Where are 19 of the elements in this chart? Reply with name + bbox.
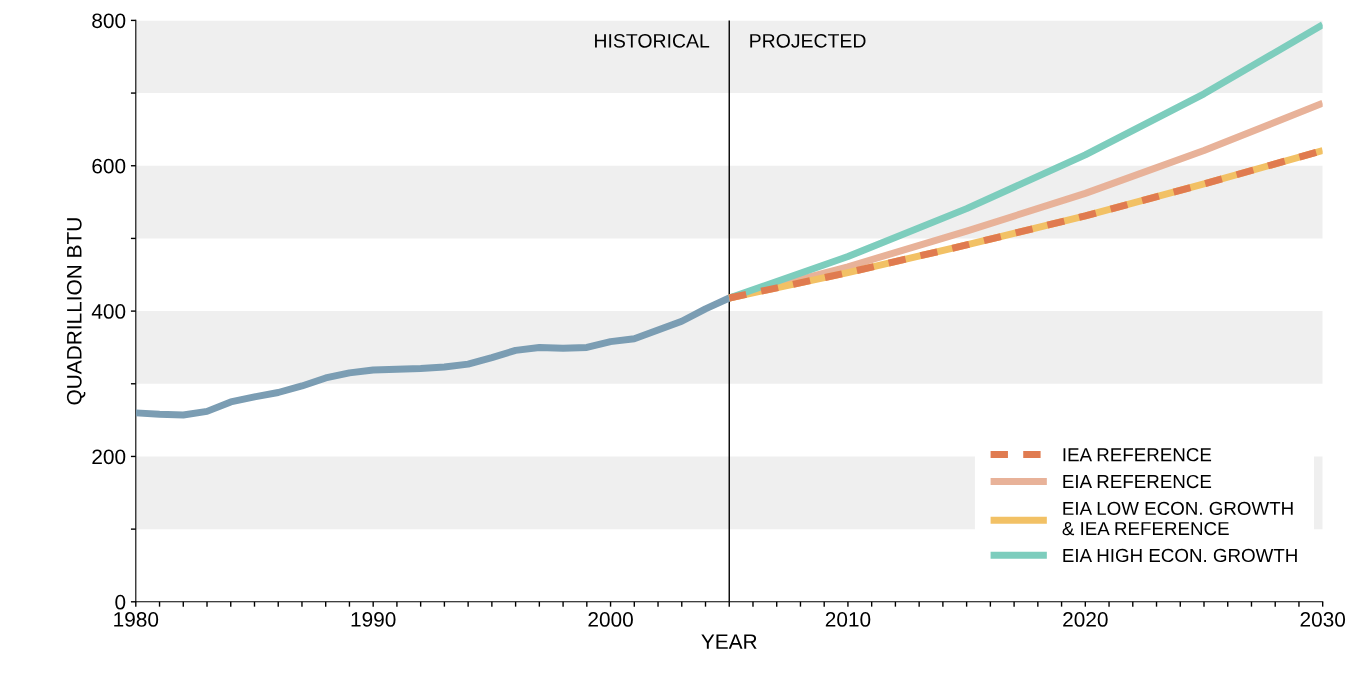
y-tick-label: 0 [115,594,126,610]
legend-label: EIA HIGH ECON. GROWTH [1063,548,1297,563]
legend-label: IEA REFERENCE [1063,448,1212,462]
x-axis-title: YEAR [701,634,757,649]
x-tick-label: 2030 [1300,612,1346,627]
y-tick-label: 400 [91,304,126,319]
legend-label: EIA REFERENCE [1063,474,1212,489]
y-tick-label: 600 [92,158,126,174]
y-axis-title: QUADRILLION BTU [66,218,86,405]
annotation: HISTORICAL [595,33,710,48]
annotation: PROJECTED [750,33,866,48]
x-tick-label: 1990 [351,612,396,627]
y-tick-label: 200 [92,449,126,465]
y-tick-label: 800 [92,13,126,29]
x-tick-label: 2010 [825,612,871,627]
legend-label: EIA LOW ECON. GROWTH & IEA REFERENCE [1062,501,1293,536]
x-tick-label: 2020 [1063,612,1108,627]
x-tick-label: 2000 [588,612,633,627]
x-tick-label: 1980 [114,612,159,627]
